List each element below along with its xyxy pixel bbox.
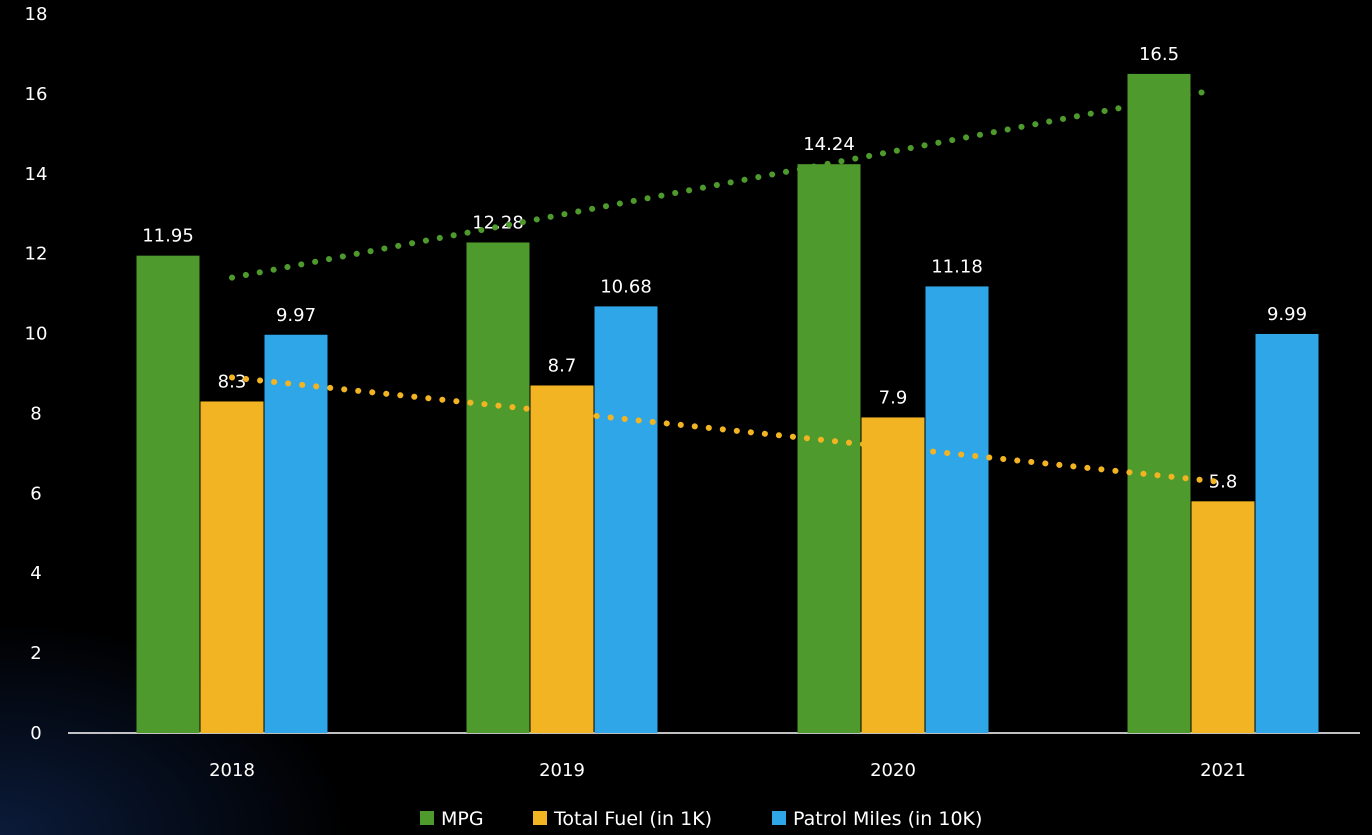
bar-total-fuel-in-1k--2019 <box>530 385 594 733</box>
legend: MPG Total Fuel (in 1K) Patrol Miles (in 10… <box>420 808 982 830</box>
legend-label: Total Fuel (in 1K) <box>553 808 712 830</box>
y-tick-label: 4 <box>30 563 41 584</box>
x-tick-label: 2018 <box>209 760 255 781</box>
x-axis: 2018 2019 2020 2021 <box>209 760 1246 781</box>
y-tick-label: 6 <box>30 483 41 504</box>
bar-total-fuel-in-1k--2021 <box>1191 501 1255 733</box>
data-label: 9.99 <box>1267 304 1307 325</box>
x-tick-label: 2020 <box>870 760 916 781</box>
bar-mpg-2020 <box>797 164 861 734</box>
data-labels: 11.95 8.3 9.97 12.28 8.7 10.68 14.24 7.9 11.18 16… <box>142 44 1307 492</box>
data-label: 16.5 <box>1139 44 1179 65</box>
bar-patrol-miles-in-10k--2019 <box>594 306 658 733</box>
y-tick-label: 8 <box>30 403 41 424</box>
trendline-total-fuel-in-1k- <box>229 374 1218 485</box>
data-label: 7.9 <box>879 387 908 408</box>
legend-swatch <box>772 811 786 825</box>
bar-patrol-miles-in-10k--2018 <box>264 334 328 733</box>
data-label: 10.68 <box>600 276 652 297</box>
bar-patrol-miles-in-10k--2021 <box>1255 333 1319 733</box>
data-label: 9.97 <box>276 305 316 326</box>
x-tick-label: 2021 <box>1200 760 1246 781</box>
bar-mpg-2018 <box>136 255 200 734</box>
data-label: 8.7 <box>548 355 577 376</box>
y-tick-label: 10 <box>25 324 48 345</box>
data-label: 11.18 <box>931 256 983 277</box>
y-tick-label: 0 <box>30 723 41 744</box>
bar-patrol-miles-in-10k--2020 <box>925 286 989 733</box>
legend-swatch <box>533 811 547 825</box>
legend-swatch <box>420 811 434 825</box>
y-axis: 0 2 4 6 8 10 12 14 16 18 <box>25 4 48 744</box>
legend-label: Patrol Miles (in 10K) <box>793 808 982 830</box>
bar-mpg-2021 <box>1127 73 1191 733</box>
y-tick-label: 12 <box>25 244 48 265</box>
y-tick-label: 14 <box>25 164 48 185</box>
bars <box>136 73 1319 734</box>
legend-label: MPG <box>441 808 484 830</box>
y-tick-label: 2 <box>30 643 41 664</box>
trendline-mpg <box>229 86 1218 281</box>
bar-total-fuel-in-1k--2018 <box>200 401 264 733</box>
data-label: 14.24 <box>803 134 855 155</box>
x-tick-label: 2019 <box>539 760 585 781</box>
data-label: 12.28 <box>472 212 524 233</box>
data-label: 5.8 <box>1209 471 1238 492</box>
y-tick-label: 16 <box>25 84 48 105</box>
y-tick-label: 18 <box>25 4 48 25</box>
data-label: 11.95 <box>142 226 194 247</box>
bar-mpg-2019 <box>466 242 530 733</box>
bar-total-fuel-in-1k--2020 <box>861 417 925 733</box>
data-label: 8.3 <box>218 371 247 392</box>
